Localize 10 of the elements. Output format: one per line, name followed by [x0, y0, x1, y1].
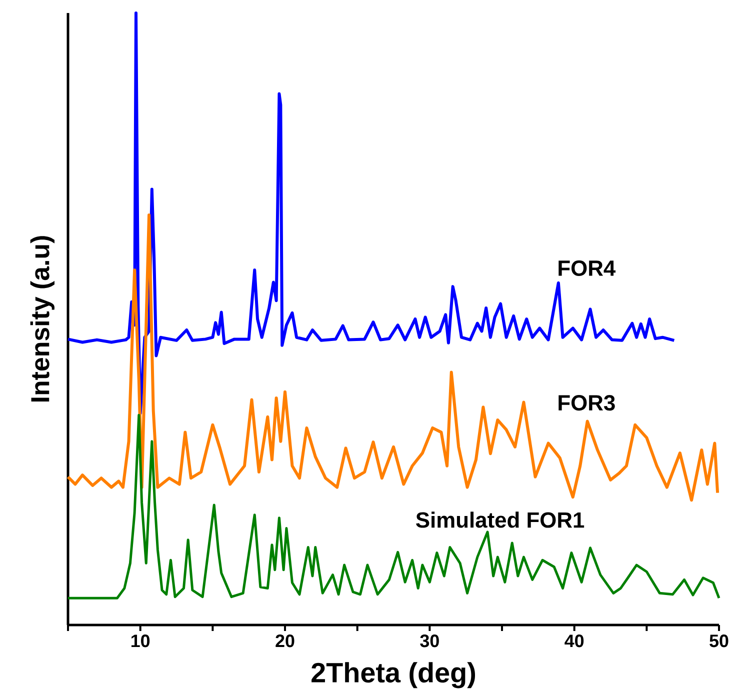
x-axis-title: 2Theta (deg)	[312, 662, 476, 688]
x-tick-label: 10	[131, 634, 150, 648]
series-label: FOR3	[558, 395, 615, 411]
x-tick-label: 30	[420, 634, 439, 648]
y-axis-title: Intensity (a.u)	[30, 236, 54, 402]
series-label: Simulated FOR1	[416, 512, 584, 528]
x-tick-label: 50	[710, 634, 728, 648]
x-tick-label: 40	[564, 634, 584, 648]
series-label: FOR4	[558, 260, 616, 276]
x-tick-label: 20	[276, 634, 294, 648]
